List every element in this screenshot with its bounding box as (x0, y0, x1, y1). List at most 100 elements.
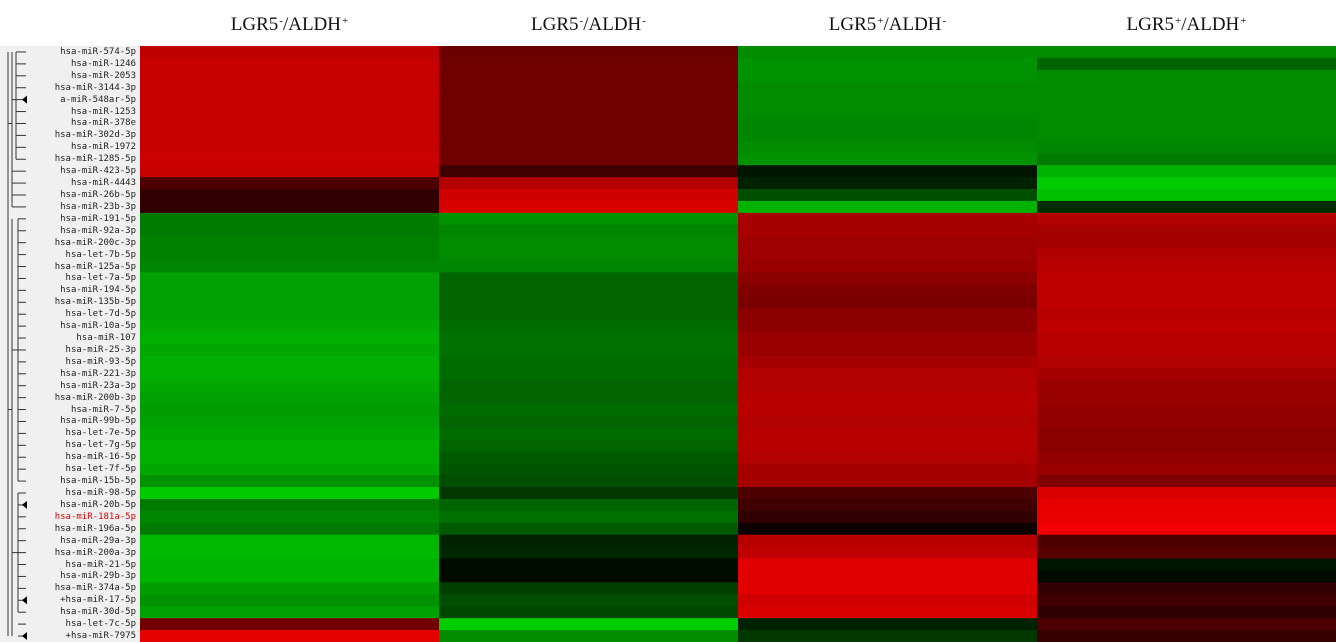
heatmap-cell (140, 344, 440, 357)
heatmap-cell (738, 594, 1038, 607)
heatmap-cell (1037, 498, 1336, 512)
heatmap-cell (738, 606, 1038, 619)
heatmap-cell (140, 355, 440, 369)
row-label: hsa-miR-200b-3p (54, 392, 136, 403)
column-header-base: LGR5 (828, 14, 877, 35)
heatmap-cell (1037, 248, 1336, 262)
row-label: hsa-miR-221-3p (60, 368, 136, 379)
heatmap-cell (1037, 272, 1336, 285)
heatmap-cell (1037, 81, 1336, 95)
row-label: hsa-let-7d-5p (65, 309, 136, 320)
heatmap-cell (738, 117, 1038, 131)
heatmap-cell (140, 391, 440, 405)
row-label: hsa-miR-10a-5p (60, 321, 136, 332)
row-label: hsa-miR-1246 (70, 58, 136, 69)
row-label: hsa-miR-93-5p (65, 356, 136, 367)
heatmap-cell (1037, 57, 1336, 71)
heatmap-cell (140, 403, 440, 417)
row-label: hsa-miR-302d-3p (54, 130, 136, 141)
heatmap-cell (1037, 630, 1336, 642)
dendrogram-marker-icon (22, 596, 27, 605)
heatmap-cell (1037, 308, 1336, 321)
heatmap-cell (738, 153, 1038, 166)
heatmap-cell (1037, 355, 1336, 369)
row-label: hsa-let-7b-5p (65, 249, 136, 260)
heatmap-cell (439, 367, 739, 381)
heatmap-cell (140, 606, 440, 619)
heatmap-cell (439, 177, 739, 190)
column-header-sign: + (1175, 15, 1182, 27)
row-label: hsa-miR-135b-5p (54, 297, 136, 308)
heatmap-cell (439, 570, 739, 583)
column-headers: LGR5-/ALDH+ LGR5-/ALDH- LGR5+/ALDH- LGR5+/A… (0, 0, 1336, 46)
heatmap-cell (1037, 320, 1336, 333)
row-dendrogram (7, 51, 27, 641)
heatmap-cell (1037, 546, 1336, 560)
heatmap-cell (439, 618, 739, 631)
heatmap-cell (439, 212, 739, 226)
heatmap-cell (439, 296, 739, 309)
heatmap-cell (1037, 105, 1336, 119)
heatmap-cell (439, 487, 739, 500)
heatmap-cell (738, 46, 1038, 59)
heatmap-cell (439, 117, 739, 131)
heatmap-cell (738, 510, 1038, 524)
heatmap-cell (1037, 141, 1336, 154)
heatmap-cell (738, 630, 1038, 642)
heatmap-cell (738, 487, 1038, 500)
heatmap-cell (439, 510, 739, 524)
heatmap-cell (738, 463, 1038, 476)
heatmap-cell (140, 224, 440, 238)
heatmap-cell (439, 546, 739, 560)
heatmap-cell (439, 558, 739, 572)
column-header-mid: /ALDH (883, 14, 942, 35)
heatmap-cell (738, 165, 1038, 178)
heatmap-cell (140, 534, 440, 548)
heatmap-cell (140, 439, 440, 452)
heatmap-cell (738, 320, 1038, 333)
heatmap-cell (140, 498, 440, 512)
heatmap-cell (439, 451, 739, 464)
heatmap-cell (140, 487, 440, 500)
heatmap-cell (738, 189, 1038, 202)
heatmap-cell (738, 69, 1038, 83)
heatmap-cell (738, 451, 1038, 464)
heatmap-cell (1037, 487, 1336, 500)
heatmap-cell (1037, 332, 1336, 345)
row-label: hsa-miR-200c-3p (54, 237, 136, 248)
row-label: hsa-miR-25-3p (65, 344, 136, 355)
heatmap-cell (738, 439, 1038, 452)
row-label: hsa-miR-15b-5p (60, 476, 136, 487)
row-label: hsa-miR-99b-5p (60, 416, 136, 427)
heatmap-cell (439, 272, 739, 285)
row-label: hsa-let-7g-5p (65, 440, 136, 451)
heatmap-cell (1037, 475, 1336, 488)
heatmap-cell (439, 320, 739, 333)
heatmap-cell (738, 141, 1038, 154)
heatmap-cell (439, 284, 739, 297)
row-label: hsa-miR-4443 (70, 178, 136, 189)
row-labels: hsa-miR-574-5p hsa-miR-1246 hsa-miR-2053 hs… (22, 46, 138, 642)
heatmap-cell (140, 117, 440, 131)
heatmap-cell (439, 475, 739, 488)
heatmap-cell (1037, 69, 1336, 83)
heatmap-cell (140, 260, 440, 274)
heatmap-cell (1037, 451, 1336, 464)
column-header-sign: - (279, 15, 283, 27)
heatmap-cell (1037, 296, 1336, 309)
column-header-1: LGR5-/ALDH+ (140, 14, 440, 36)
heatmap-cell (1037, 570, 1336, 583)
heatmap-cell (140, 308, 440, 321)
heatmap-cell (140, 630, 440, 642)
heatmap-cell (1037, 379, 1336, 393)
row-label: hsa-miR-7-5p (70, 404, 136, 415)
heatmap-cell (140, 463, 440, 476)
heatmap-cell (439, 606, 739, 619)
heatmap-cell (439, 522, 739, 536)
row-label: hsa-miR-196a-5p (54, 523, 136, 534)
row-label: hsa-miR-374a-5p (54, 583, 136, 594)
heatmap-cell (738, 367, 1038, 381)
heatmap-cell (439, 594, 739, 607)
row-label: hsa-miR-29b-3p (60, 571, 136, 582)
heatmap-cell (439, 57, 739, 71)
